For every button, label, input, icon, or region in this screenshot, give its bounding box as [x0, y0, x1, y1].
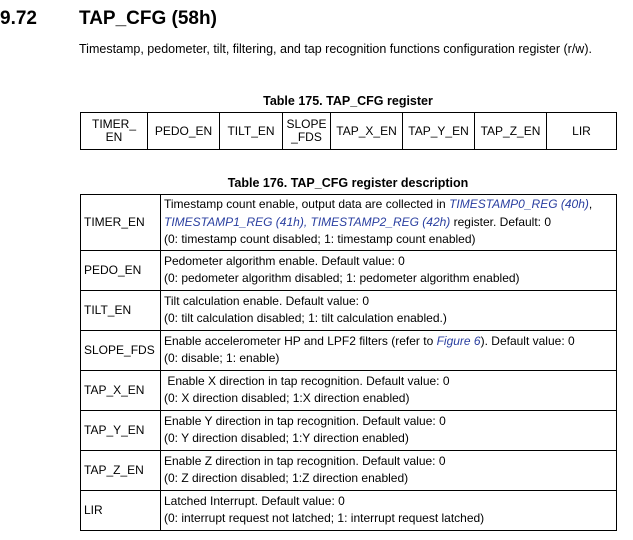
- bit-description: Pedometer algorithm enable. Default valu…: [160, 249, 617, 291]
- description-row-pedo-en: PEDO_EN Pedometer algorithm enable. Defa…: [80, 249, 617, 291]
- register-bit-label: TAP_X_EN: [336, 123, 397, 138]
- description-table-caption: Table 176. TAP_CFG register description: [227, 176, 469, 190]
- description-line: Pedometer algorithm enable. Default valu…: [164, 253, 405, 268]
- description-line: (0: Y direction disabled; 1:Y direction …: [164, 431, 409, 445]
- description-line: Enable Y direction in tap recognition. D…: [164, 413, 446, 428]
- section-title: TAP_CFG (58h): [79, 8, 217, 29]
- description-row-lir: LIR Latched Interrupt. Default value: 0 …: [80, 489, 617, 531]
- description-line: (0: timestamp count disabled; 1: timesta…: [164, 232, 476, 246]
- bit-name: TAP_X_EN: [80, 369, 161, 411]
- register-bit-label: TAP_Z_EN: [480, 123, 541, 138]
- register-bit-label: SLOPE: [286, 117, 327, 131]
- bit-name: TILT_EN: [80, 289, 161, 331]
- bit-description: Timestamp count enable, output data are …: [160, 194, 617, 251]
- register-table-caption: Table 175. TAP_CFG register: [263, 94, 433, 108]
- description-line: Enable X direction in tap recognition. D…: [164, 373, 450, 388]
- bit-description: Enable Y direction in tap recognition. D…: [160, 409, 617, 451]
- description-text: ,: [588, 197, 593, 211]
- bit-name: PEDO_EN: [80, 249, 161, 291]
- bit-description: Enable X direction in tap recognition. D…: [160, 369, 617, 411]
- description-line: Latched Interrupt. Default value: 0: [164, 493, 345, 508]
- register-bit-cell: PEDO_EN: [147, 112, 220, 150]
- register-table: TIMER_ EN PEDO_EN TILT_EN SLOPE _FDS TAP…: [80, 112, 617, 150]
- register-bit-label: EN: [105, 130, 123, 144]
- description-line: (0: Z direction disabled; 1:Z direction …: [164, 471, 409, 485]
- register-bit-label: _FDS: [291, 130, 322, 144]
- description-row-tilt-en: TILT_EN Tilt calculation enable. Default…: [80, 289, 617, 331]
- description-line: (0: interrupt request not latched; 1: in…: [164, 511, 485, 525]
- bit-name: SLOPE_FDS: [80, 329, 161, 371]
- description-line: Timestamp count enable, output data are …: [164, 196, 614, 214]
- register-bit-cell: TAP_X_EN: [330, 112, 403, 150]
- register-bit-label: PEDO_EN: [154, 123, 213, 138]
- description-line: Enable accelerometer HP and LPF2 filters…: [164, 333, 614, 351]
- bit-description: Enable Z direction in tap recognition. D…: [160, 449, 617, 491]
- bit-description: Tilt calculation enable. Default value: …: [160, 289, 617, 331]
- register-bit-cell: LIR: [546, 112, 617, 150]
- figure-6-link[interactable]: Figure 6: [436, 333, 481, 348]
- timestamp0-reg-link[interactable]: TIMESTAMP0_REG (40h): [449, 197, 589, 211]
- description-table: TIMER_EN Timestamp count enable, output …: [80, 194, 617, 531]
- register-row: TIMER_ EN PEDO_EN TILT_EN SLOPE _FDS TAP…: [80, 112, 617, 150]
- bit-name: TAP_Z_EN: [80, 449, 161, 491]
- bit-description: Latched Interrupt. Default value: 0 (0: …: [160, 489, 617, 531]
- description-row-tap-y-en: TAP_Y_EN Enable Y direction in tap recog…: [80, 409, 617, 451]
- description-line: Tilt calculation enable. Default value: …: [164, 293, 370, 308]
- timestamp2-reg-link[interactable]: TIMESTAMP2_REG (42h): [310, 214, 451, 229]
- register-bit-cell: TILT_EN: [219, 112, 283, 150]
- register-bit-label: TILT_EN: [227, 123, 275, 138]
- register-bit-cell: SLOPE _FDS: [282, 112, 331, 150]
- description-text: register. Default: 0: [450, 214, 552, 229]
- description-row-timer-en: TIMER_EN Timestamp count enable, output …: [80, 194, 617, 251]
- description-separator: ,: [303, 214, 311, 229]
- description-line: TIMESTAMP1_REG (41h), TIMESTAMP2_REG (42…: [164, 214, 614, 232]
- bit-name: TIMER_EN: [80, 194, 161, 251]
- description-text: ). Default value: 0: [480, 333, 575, 348]
- register-bit-cell: TAP_Y_EN: [402, 112, 475, 150]
- timestamp1-reg-link[interactable]: TIMESTAMP1_REG (41h): [164, 214, 304, 229]
- description-line: Enable Z direction in tap recognition. D…: [164, 453, 446, 468]
- register-bit-cell: TAP_Z_EN: [474, 112, 547, 150]
- register-bit-cell: TIMER_ EN: [80, 112, 148, 150]
- description-row-tap-x-en: TAP_X_EN Enable X direction in tap recog…: [80, 369, 617, 411]
- description-row-slope-fds: SLOPE_FDS Enable accelerometer HP and LP…: [80, 329, 617, 371]
- description-line: (0: tilt calculation disabled; 1: tilt c…: [164, 311, 447, 325]
- description-text: Timestamp count enable, output data are …: [164, 197, 450, 211]
- bit-description: Enable accelerometer HP and LPF2 filters…: [160, 329, 617, 371]
- section-intro: Timestamp, pedometer, tilt, filtering, a…: [79, 42, 592, 56]
- register-bit-label: LIR: [572, 123, 591, 138]
- description-text: Enable accelerometer HP and LPF2 filters…: [164, 333, 437, 348]
- bit-name: LIR: [80, 489, 161, 531]
- description-line: (0: X direction disabled; 1:X direction …: [164, 391, 410, 405]
- register-bit-label: TIMER_: [91, 117, 136, 131]
- description-line: (0: disable; 1: enable): [164, 351, 280, 365]
- description-line: (0: pedometer algorithm disabled; 1: ped…: [164, 271, 520, 285]
- section-number: 9.72: [0, 8, 37, 29]
- description-row-tap-z-en: TAP_Z_EN Enable Z direction in tap recog…: [80, 449, 617, 491]
- register-bit-label: TAP_Y_EN: [408, 123, 469, 138]
- bit-name: TAP_Y_EN: [80, 409, 161, 451]
